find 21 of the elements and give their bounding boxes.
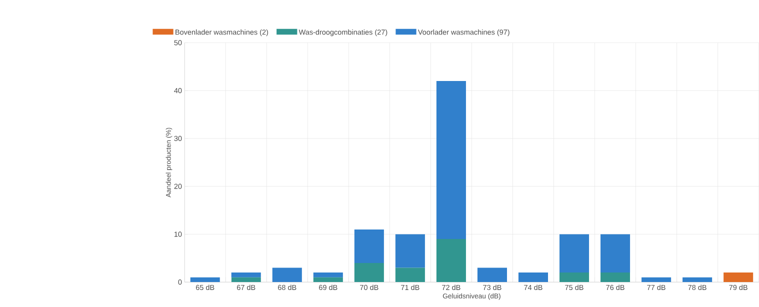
- bar: [313, 272, 343, 278]
- bar: [231, 272, 261, 278]
- bar: [682, 278, 712, 282]
- bar: [477, 268, 507, 282]
- bar: [559, 272, 590, 282]
- bar: [190, 278, 220, 282]
- bar: [231, 278, 261, 282]
- bar: [600, 272, 630, 282]
- bar: [642, 278, 672, 282]
- bar: [436, 239, 466, 282]
- bar: [354, 230, 384, 264]
- bar: [518, 272, 548, 282]
- bar: [436, 81, 466, 240]
- bar: [600, 234, 630, 273]
- bar: [272, 268, 302, 282]
- bar: [724, 272, 754, 282]
- bar: [395, 234, 425, 268]
- bar: [313, 278, 343, 282]
- bar: [354, 263, 384, 282]
- bar: [559, 234, 590, 273]
- bar: [395, 268, 425, 282]
